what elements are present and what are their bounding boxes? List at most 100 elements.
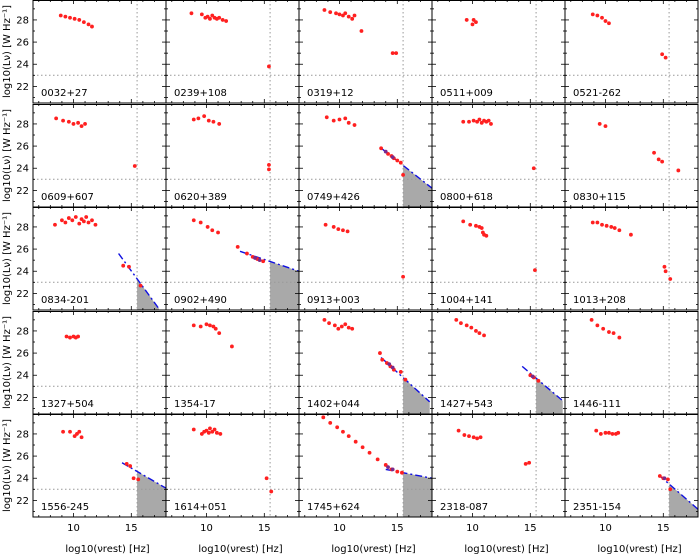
panel-label: 1354-17 [174, 399, 216, 410]
data-point [220, 18, 225, 22]
data-point [76, 120, 81, 125]
uv-data-point [662, 476, 667, 481]
panel-label: 0902+490 [174, 295, 227, 306]
data-point [217, 331, 222, 336]
panel-1556-245: 1556-245 [32, 414, 167, 518]
data-point [328, 420, 333, 425]
model-line [658, 474, 698, 510]
data-point [131, 476, 136, 481]
ticks [565, 207, 698, 310]
data-point [603, 19, 608, 23]
data-point [335, 425, 340, 430]
data-point [590, 12, 595, 17]
data-point [470, 22, 475, 27]
data-point [595, 13, 600, 18]
data-point [343, 322, 348, 327]
data-point [611, 331, 616, 336]
panel-label: 0749+426 [307, 192, 360, 203]
panel-1354-17: 1354-17 [165, 311, 300, 415]
panel-label: 1745+624 [307, 502, 360, 513]
data-point [598, 432, 603, 436]
model-line [121, 462, 166, 489]
ticks [299, 0, 432, 103]
data-point [477, 331, 482, 336]
data-point [61, 118, 65, 123]
x-tick-label: 10 [466, 523, 479, 534]
panel-1004+141: 1004+141 [431, 207, 566, 311]
data-point [191, 117, 196, 122]
data-point [401, 274, 405, 279]
data-point [477, 117, 482, 122]
panel-label: 0511+009 [440, 88, 493, 99]
x-axis-label: log10(νrest) [Hz] [65, 544, 149, 555]
data-point [191, 323, 196, 328]
data-point [136, 477, 141, 482]
data-point [216, 230, 220, 235]
data-point [456, 428, 461, 433]
data-point [189, 11, 194, 16]
data-point [321, 415, 326, 420]
data-point [462, 433, 467, 437]
data-point [610, 432, 615, 436]
data-point [66, 119, 71, 124]
data-point [121, 263, 126, 268]
y-tick-label: 24 [16, 60, 29, 71]
x-axis-label: log10(νrest) [Hz] [198, 544, 282, 555]
data-point [403, 377, 408, 382]
data-point [379, 146, 384, 151]
panel-0032+27: 0032+27 [32, 0, 167, 104]
data-point [341, 429, 345, 434]
y-axis-label: log10(Lν) [W Hz⁻¹] [2, 419, 13, 512]
panel-1013+208: 1013+208 [564, 207, 699, 311]
data-point [474, 329, 478, 333]
data-point [603, 124, 608, 129]
data-point [217, 15, 222, 20]
data-point [395, 469, 400, 474]
data-point [601, 326, 606, 331]
panel-label: 1013+208 [573, 295, 626, 306]
data-point [54, 116, 59, 121]
y-axis-label: log10(Lν) [W Hz⁻¹] [2, 5, 13, 98]
data-point [245, 251, 249, 256]
y-tick-label: 22 [16, 82, 29, 93]
data-point [336, 227, 341, 232]
data-point [81, 219, 86, 224]
data-point [206, 118, 211, 123]
data-point [629, 232, 633, 237]
data-point [269, 489, 274, 494]
y-tick-label: 24 [16, 371, 29, 382]
data-point [531, 166, 536, 171]
data-point [86, 220, 91, 225]
ticks [33, 0, 166, 103]
data-point [70, 218, 75, 223]
data-point [334, 11, 338, 16]
panel-0902+490: 0902+490 [165, 207, 300, 311]
y-axis-label: log10(Lν) [W Hz⁻¹] [2, 109, 13, 202]
panel-1402+044: 1402+044 [298, 311, 433, 415]
data-point [607, 330, 611, 334]
ticks [299, 311, 432, 414]
data-point [607, 430, 611, 435]
data-point [533, 268, 537, 273]
y-tick-label: 22 [16, 186, 29, 197]
y-tick-label: 26 [16, 142, 29, 153]
data-point [663, 55, 668, 60]
data-point [345, 229, 350, 234]
ticks [166, 207, 299, 310]
data-point [395, 158, 400, 163]
data-point [224, 19, 229, 23]
data-point [68, 335, 72, 340]
data-point [350, 326, 355, 331]
uv-data-point [530, 374, 535, 379]
panel-1614+051: 1614+051 [165, 414, 300, 518]
ticks [166, 104, 299, 207]
data-point [84, 215, 89, 219]
data-point [324, 115, 329, 120]
data-point [523, 461, 528, 466]
panel-0749+426: 0749+426 [298, 104, 433, 208]
data-point [61, 429, 65, 434]
data-point [464, 18, 469, 22]
shaded-region [403, 377, 430, 414]
y-tick-label: 28 [16, 15, 29, 26]
data-point [350, 16, 355, 21]
